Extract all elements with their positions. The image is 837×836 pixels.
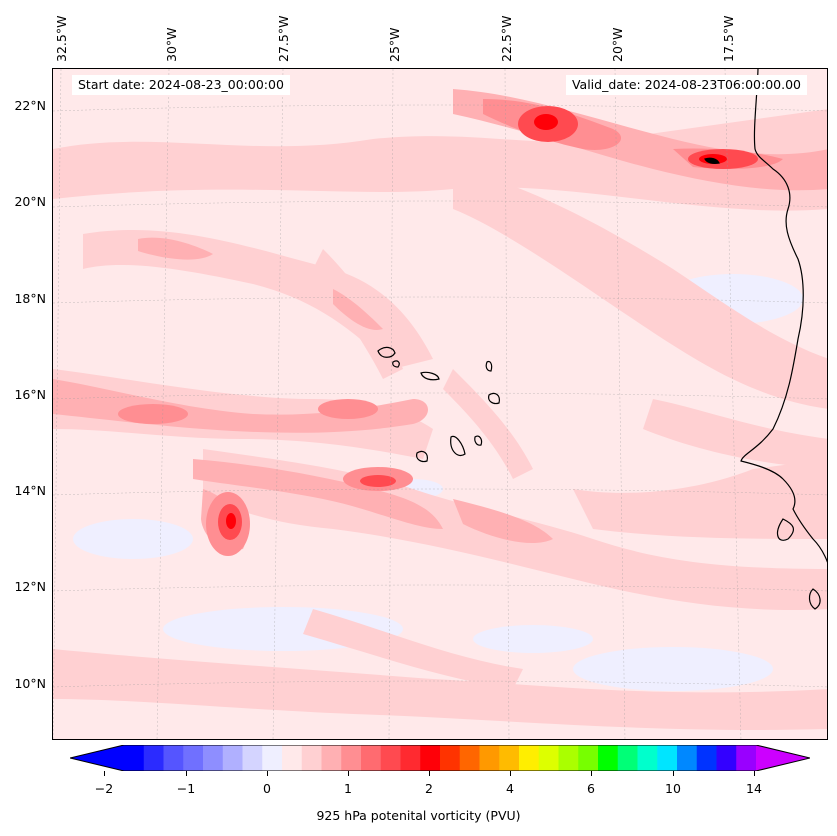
lon-label: 30°W: [164, 27, 179, 62]
colorbar-tick: [104, 771, 105, 776]
lon-label: 32.5°W: [54, 15, 69, 62]
colorbar-swatch: [361, 745, 382, 771]
lon-label: 25°W: [387, 27, 402, 62]
colorbar-extend-high: [756, 745, 810, 771]
colorbar-tick: [348, 771, 349, 776]
colorbar-tick: [510, 771, 511, 776]
colorbar-tick: [267, 771, 268, 776]
lat-label: 18°N: [14, 291, 46, 306]
pv-contour-map: [53, 69, 827, 739]
colorbar-swatch: [736, 745, 757, 771]
colorbar-tick: [673, 771, 674, 776]
colorbar-swatch: [657, 745, 678, 771]
colorbar-swatches: [69, 744, 811, 772]
colorbar-swatch: [499, 745, 520, 771]
colorbar-swatch: [578, 745, 599, 771]
colorbar-swatch: [163, 745, 184, 771]
lat-label: 16°N: [14, 387, 46, 402]
colorbar-tick-label: 4: [506, 781, 514, 796]
colorbar-swatch: [143, 745, 164, 771]
colorbar-tick: [591, 771, 592, 776]
colorbar-tick: [754, 771, 755, 776]
coastline: [740, 69, 827, 610]
colorbar-tick-label: 10: [665, 781, 681, 796]
start-date-label: Start date: 2024-08-23_00:00:00: [72, 75, 290, 95]
colorbar-tick-label: −1: [176, 781, 196, 796]
colorbar-tick: [186, 771, 187, 776]
colorbar-swatch: [479, 745, 500, 771]
colorbar-tick-label: 14: [746, 781, 762, 796]
colorbar-swatch: [222, 745, 243, 771]
colorbar-swatch: [420, 745, 441, 771]
colorbar-swatch: [341, 745, 362, 771]
colorbar-swatch: [440, 745, 461, 771]
colorbar-tick-label: 0: [263, 781, 271, 796]
colorbar-swatch: [380, 745, 401, 771]
colorbar-swatch: [183, 745, 204, 771]
lon-label: 17.5°W: [721, 15, 736, 62]
lon-label: 20°W: [610, 27, 625, 62]
colorbar-swatch: [282, 745, 303, 771]
colorbar-swatch: [203, 745, 224, 771]
lon-label: 27.5°W: [276, 15, 291, 62]
colorbar-swatch: [677, 745, 698, 771]
colorbar-swatch: [459, 745, 480, 771]
colorbar-extend-low: [70, 745, 124, 771]
colorbar-swatch: [124, 745, 145, 771]
colorbar-swatch: [301, 745, 322, 771]
colorbar-tick-label: −2: [94, 781, 114, 796]
colorbar-swatch: [519, 745, 540, 771]
lon-label: 22.5°W: [499, 15, 514, 62]
colorbar-swatch: [716, 745, 737, 771]
colorbar-swatch: [558, 745, 579, 771]
colorbar-label: 925 hPa potenital vorticity (PVU): [316, 808, 521, 823]
colorbar-tick-label: 1: [344, 781, 352, 796]
colorbar-tick-label: 6: [587, 781, 595, 796]
colorbar-tick: [429, 771, 430, 776]
lat-label: 10°N: [14, 676, 46, 691]
colorbar-swatch: [262, 745, 283, 771]
lat-label: 22°N: [14, 98, 46, 113]
colorbar-swatch: [242, 745, 263, 771]
lat-label: 14°N: [14, 483, 46, 498]
colorbar: [69, 744, 811, 772]
islands: [377, 157, 720, 463]
colorbar-swatch: [637, 745, 658, 771]
map-frame[interactable]: [52, 68, 828, 740]
lat-label: 12°N: [14, 579, 46, 594]
colorbar-swatch: [321, 745, 342, 771]
colorbar-swatch: [696, 745, 717, 771]
lat-label: 20°N: [14, 194, 46, 209]
colorbar-swatch: [598, 745, 619, 771]
gridlines: [53, 69, 827, 739]
colorbar-tick-label: 2: [425, 781, 433, 796]
colorbar-swatch: [538, 745, 559, 771]
colorbar-swatch: [400, 745, 421, 771]
valid-date-label: Valid_date: 2024-08-23T06:00:00.00: [565, 75, 807, 95]
colorbar-swatch: [617, 745, 638, 771]
